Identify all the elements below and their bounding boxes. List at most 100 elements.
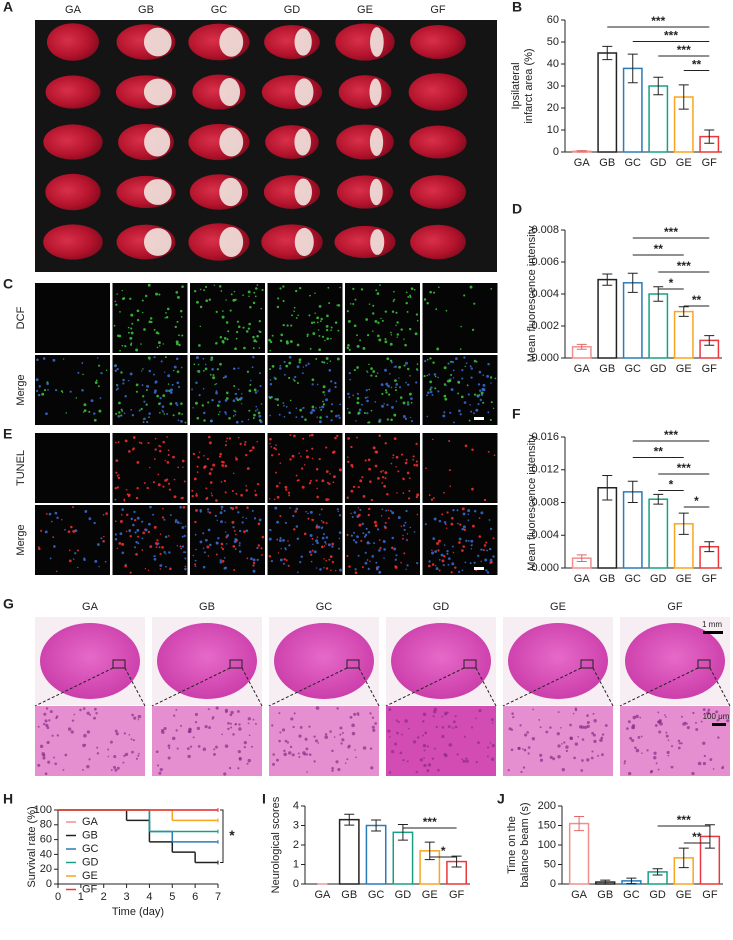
stain-dot	[215, 382, 218, 385]
stain-dot	[476, 394, 480, 398]
stain-dot	[459, 348, 462, 350]
stain-dot	[224, 411, 227, 414]
stain-dot	[438, 539, 441, 543]
stain-dot	[351, 515, 354, 519]
brain-slice	[409, 125, 467, 159]
y-axis-label: infarct area (%)	[523, 48, 535, 123]
stain-dot	[36, 389, 39, 393]
brain-slice	[46, 23, 100, 61]
stain-dot	[296, 343, 300, 347]
stain-dot	[268, 537, 272, 541]
cell	[290, 717, 294, 721]
cell	[298, 755, 301, 759]
stain-dot	[215, 391, 218, 395]
stain-dot	[208, 298, 212, 301]
stain-dot	[327, 498, 330, 501]
stain-dot	[256, 335, 259, 338]
stain-dot	[116, 486, 120, 489]
stain-dot	[311, 537, 314, 540]
cell	[560, 726, 562, 729]
significance-label: *	[441, 844, 446, 858]
y-tick-label: 10	[547, 124, 559, 136]
stain-dot	[233, 290, 236, 293]
stain-dot	[198, 394, 201, 397]
stain-dot	[309, 411, 313, 415]
cell	[680, 715, 683, 718]
stain-dot	[315, 524, 319, 527]
cell	[665, 734, 669, 738]
stain-dot	[372, 446, 376, 450]
x-tick-label: GE	[676, 573, 692, 585]
cell	[291, 753, 295, 757]
error-bar	[652, 868, 663, 876]
stain-dot	[201, 404, 205, 407]
cell	[362, 746, 367, 750]
cell	[356, 712, 360, 716]
cell	[465, 759, 469, 763]
stain-dot	[492, 555, 495, 558]
row-label: TUNEL	[15, 450, 27, 486]
stain-dot	[204, 363, 207, 366]
cell	[454, 715, 457, 718]
cell	[412, 740, 417, 744]
cell	[247, 758, 251, 763]
stain-dot	[181, 334, 184, 337]
stain-dot	[46, 382, 49, 386]
cell	[211, 716, 215, 719]
stain-dot	[171, 383, 174, 386]
cell	[657, 711, 660, 714]
cell	[304, 737, 308, 741]
stain-dot	[293, 310, 295, 313]
cell	[53, 756, 55, 759]
cell	[397, 720, 400, 724]
stain-dot	[352, 531, 356, 534]
stain-dot	[207, 508, 210, 511]
stain-dot	[426, 374, 429, 377]
y-axis-label: Mean fluorescence intensity	[526, 225, 538, 362]
cell	[700, 720, 703, 723]
stain-dot	[129, 372, 133, 376]
stain-dot	[325, 522, 328, 525]
stain-dot	[467, 519, 470, 522]
stain-dot	[184, 565, 187, 568]
cell	[431, 757, 435, 760]
cell	[56, 734, 59, 737]
stain-dot	[354, 571, 358, 574]
stain-dot	[441, 513, 444, 516]
stain-dot	[378, 549, 381, 552]
cell	[238, 757, 242, 761]
y-tick-label: 0.004	[531, 529, 559, 541]
stain-dot	[194, 565, 197, 568]
stain-dot	[324, 339, 326, 342]
stain-dot	[328, 390, 330, 392]
stain-dot	[410, 419, 414, 423]
stain-dot	[318, 348, 322, 352]
stain-dot	[130, 342, 133, 345]
stain-dot	[283, 405, 285, 407]
cell	[682, 722, 686, 726]
x-tick-label: GF	[702, 157, 718, 169]
stain-dot	[460, 395, 464, 399]
stain-dot	[159, 533, 162, 535]
stain-dot	[184, 557, 187, 560]
cell	[163, 727, 167, 731]
stain-dot	[253, 339, 257, 343]
cell	[157, 764, 160, 767]
stain-dot	[120, 371, 123, 374]
error-bar	[397, 824, 408, 841]
cell	[238, 727, 242, 731]
stain-dot	[76, 549, 79, 552]
x-tick-label: GF	[702, 889, 718, 901]
stain-dot	[142, 395, 145, 398]
stain-dot	[366, 399, 369, 403]
cell	[677, 746, 681, 750]
stain-dot	[269, 396, 272, 400]
panel-letter: H	[3, 791, 13, 807]
cell	[572, 712, 575, 715]
stain-dot	[395, 324, 397, 327]
stain-dot	[245, 453, 248, 457]
cell	[586, 758, 590, 762]
significance-label: *	[669, 276, 674, 290]
stain-dot	[249, 379, 252, 382]
stain-dot	[434, 550, 438, 553]
